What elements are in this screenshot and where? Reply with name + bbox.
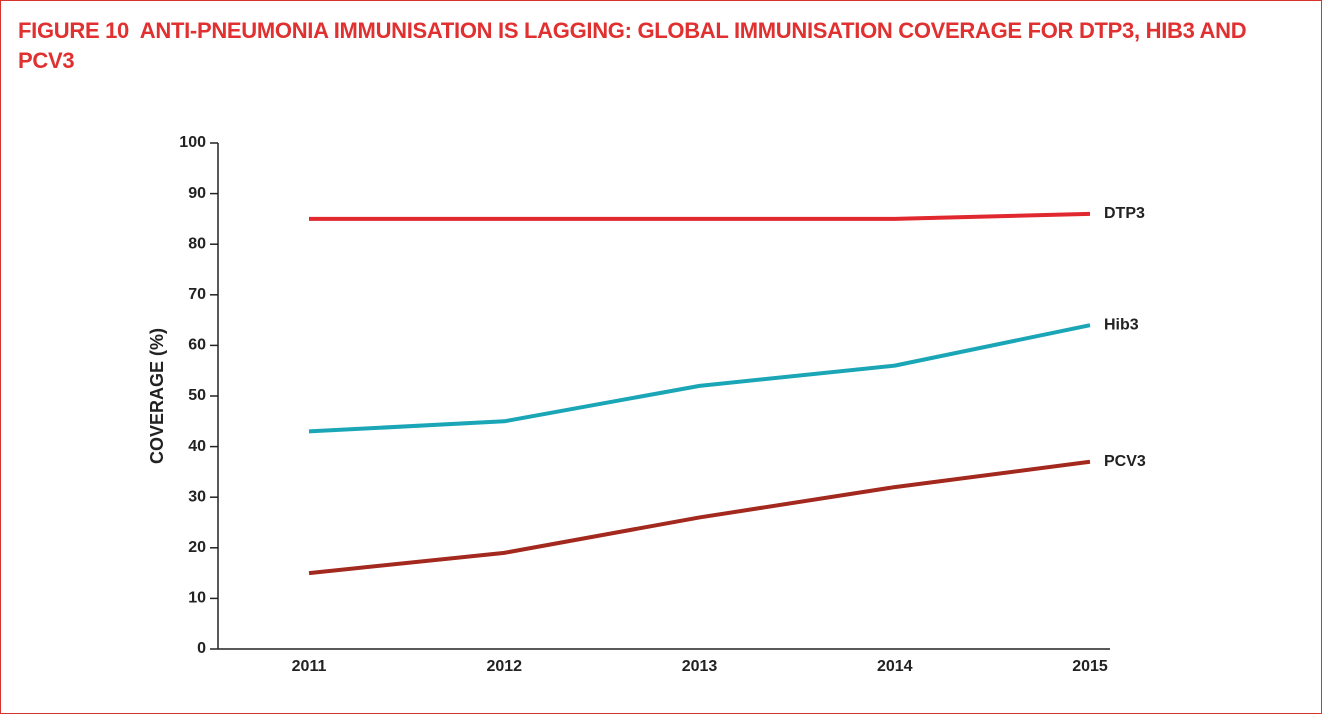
- y-tick-label: 50: [188, 387, 206, 404]
- x-tick-label: 2013: [682, 658, 718, 675]
- chart-title: FIGURE 10 ANTI-PNEUMONIA IMMUNISATION IS…: [18, 18, 1253, 73]
- x-tick-label: 2014: [877, 658, 913, 675]
- y-tick-label: 30: [188, 488, 206, 505]
- series-label: PCV3: [1104, 453, 1146, 470]
- series-line: [309, 211, 1091, 221]
- series-line: [308, 323, 1091, 434]
- y-tick-label: 100: [179, 134, 206, 151]
- y-tick-label: 90: [188, 185, 206, 202]
- x-tick-label: 2012: [486, 658, 522, 675]
- y-tick-label: 40: [188, 438, 206, 455]
- y-tick-label: 80: [188, 235, 206, 252]
- y-tick-label: 20: [188, 539, 206, 556]
- x-tick-label: 2011: [292, 658, 327, 675]
- y-tick-label: 10: [188, 590, 206, 607]
- y-tick-label: 0: [197, 640, 206, 657]
- series-label: DTP3: [1104, 205, 1145, 222]
- series-label: Hib3: [1104, 316, 1139, 333]
- y-tick-label: 70: [188, 286, 206, 303]
- x-tick-label: 2015: [1072, 658, 1108, 675]
- y-axis-label: COVERAGE (%): [147, 328, 167, 464]
- y-tick-label: 60: [188, 337, 206, 354]
- series-line: [308, 459, 1091, 576]
